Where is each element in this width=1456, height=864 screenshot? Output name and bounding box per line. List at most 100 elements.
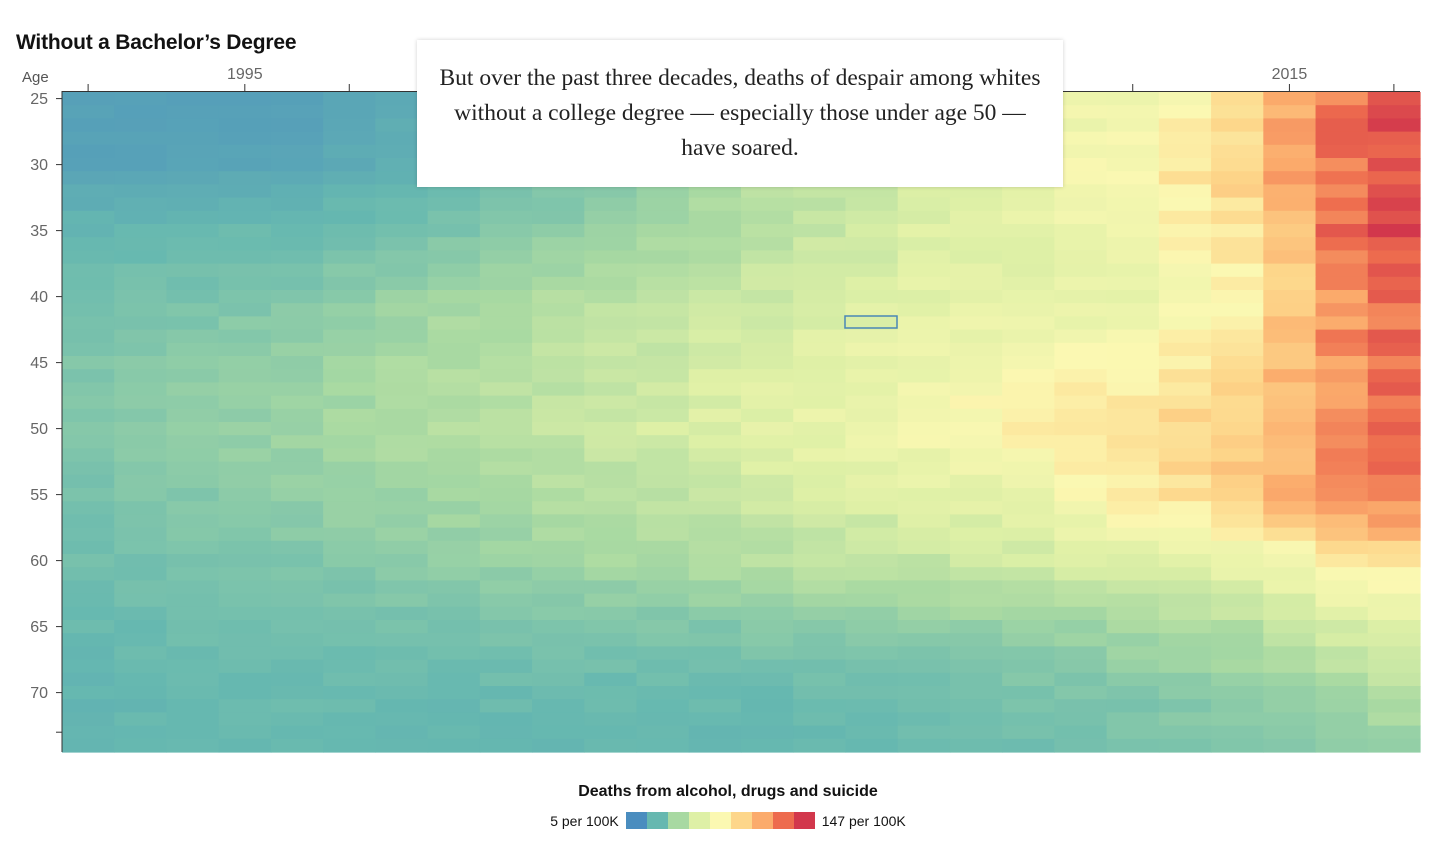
heatmap-cell bbox=[1054, 92, 1108, 106]
heatmap-cell bbox=[897, 699, 951, 713]
heatmap-cell bbox=[427, 686, 481, 700]
heatmap-cell bbox=[1054, 171, 1108, 185]
heatmap-cell bbox=[323, 738, 376, 753]
heatmap-cell bbox=[218, 329, 272, 344]
heatmap-cell bbox=[1367, 263, 1421, 278]
heatmap-cell bbox=[845, 712, 899, 727]
heatmap-cell bbox=[1315, 527, 1369, 542]
heatmap-cell bbox=[1054, 461, 1108, 476]
heatmap-cell bbox=[688, 606, 742, 621]
heatmap-cell bbox=[688, 448, 742, 463]
heatmap-cell bbox=[1106, 263, 1160, 278]
heatmap-cell bbox=[114, 540, 168, 555]
heatmap-cell bbox=[1211, 92, 1264, 106]
heatmap-cell bbox=[1315, 105, 1369, 119]
heatmap-cell bbox=[1158, 633, 1212, 647]
heatmap-cell bbox=[532, 554, 585, 568]
heatmap-cell bbox=[375, 356, 429, 370]
heatmap-cell bbox=[427, 738, 481, 753]
heatmap-cell bbox=[688, 725, 742, 740]
heatmap-cell bbox=[1158, 686, 1212, 700]
heatmap-cell bbox=[479, 197, 533, 212]
heatmap-cell bbox=[166, 593, 220, 608]
heatmap-cell bbox=[741, 342, 794, 357]
heatmap-cell bbox=[636, 567, 690, 581]
heatmap-cell bbox=[793, 356, 847, 370]
heatmap-cell bbox=[218, 488, 272, 502]
heatmap-cell bbox=[897, 738, 951, 753]
heatmap-cell bbox=[1367, 527, 1421, 542]
heatmap-cell bbox=[218, 276, 272, 291]
heatmap-cell bbox=[1002, 290, 1055, 304]
heatmap-cell bbox=[62, 738, 115, 753]
heatmap-cell bbox=[949, 606, 1003, 621]
heatmap-cell bbox=[1002, 474, 1055, 489]
heatmap-cell bbox=[1106, 395, 1160, 410]
heatmap-cell bbox=[270, 276, 324, 291]
heatmap-cell bbox=[949, 435, 1003, 449]
heatmap-cell bbox=[1106, 580, 1160, 595]
heatmap-cell bbox=[1367, 554, 1421, 568]
heatmap-cell bbox=[532, 303, 585, 317]
heatmap-cell bbox=[1315, 712, 1369, 727]
heatmap-cell bbox=[375, 738, 429, 753]
x-tick-label: 1995 bbox=[227, 66, 263, 83]
heatmap-cell bbox=[1158, 369, 1212, 383]
heatmap-cell bbox=[270, 171, 324, 185]
heatmap-cell bbox=[532, 210, 585, 225]
heatmap-cell bbox=[1211, 554, 1264, 568]
heatmap-cell bbox=[1211, 567, 1264, 581]
heatmap-cell bbox=[688, 342, 742, 357]
heatmap-cell bbox=[949, 276, 1003, 291]
heatmap-cell bbox=[845, 527, 899, 542]
heatmap-cell bbox=[1367, 501, 1421, 515]
heatmap-cell bbox=[741, 659, 794, 674]
heatmap-cell bbox=[1158, 105, 1212, 119]
heatmap-cell bbox=[427, 646, 481, 661]
heatmap-cell bbox=[270, 342, 324, 357]
heatmap-cell bbox=[584, 329, 638, 344]
heatmap-cell bbox=[741, 725, 794, 740]
heatmap-cell bbox=[166, 369, 220, 383]
heatmap-cell bbox=[897, 342, 951, 357]
heatmap-cell bbox=[114, 474, 168, 489]
heatmap-cell bbox=[636, 435, 690, 449]
heatmap-cell bbox=[323, 303, 376, 317]
heatmap-cell bbox=[949, 527, 1003, 542]
heatmap-cell bbox=[1002, 395, 1055, 410]
heatmap-cell bbox=[949, 540, 1003, 555]
heatmap-cell bbox=[427, 633, 481, 647]
heatmap-cell bbox=[375, 712, 429, 727]
heatmap-cell bbox=[1315, 92, 1369, 106]
heatmap-cell bbox=[479, 276, 533, 291]
heatmap-cell bbox=[1367, 686, 1421, 700]
heatmap-cell bbox=[323, 672, 376, 687]
heatmap-cell bbox=[114, 92, 168, 106]
heatmap-cell bbox=[1367, 118, 1421, 133]
heatmap-cell bbox=[949, 593, 1003, 608]
heatmap-cell bbox=[741, 606, 794, 621]
heatmap-cell bbox=[323, 606, 376, 621]
heatmap-cell bbox=[114, 699, 168, 713]
heatmap-cell bbox=[1158, 342, 1212, 357]
heatmap-cell bbox=[218, 210, 272, 225]
heatmap-cell bbox=[1158, 422, 1212, 436]
heatmap-cell bbox=[793, 527, 847, 542]
heatmap-cell bbox=[949, 369, 1003, 383]
heatmap-cell bbox=[479, 474, 533, 489]
heatmap-cell bbox=[427, 435, 481, 449]
heatmap-cell bbox=[1002, 672, 1055, 687]
heatmap-cell bbox=[1054, 435, 1108, 449]
heatmap-cell bbox=[218, 382, 272, 397]
heatmap-cell bbox=[166, 329, 220, 344]
heatmap-cell bbox=[375, 686, 429, 700]
heatmap-cell bbox=[114, 488, 168, 502]
heatmap-cell bbox=[479, 580, 533, 595]
heatmap-cells bbox=[62, 92, 1421, 753]
heatmap-cell bbox=[1054, 105, 1108, 119]
heatmap-cell bbox=[793, 672, 847, 687]
heatmap-cell bbox=[741, 593, 794, 608]
heatmap-cell bbox=[1211, 474, 1264, 489]
heatmap-cell bbox=[218, 686, 272, 700]
heatmap-cell bbox=[1054, 699, 1108, 713]
